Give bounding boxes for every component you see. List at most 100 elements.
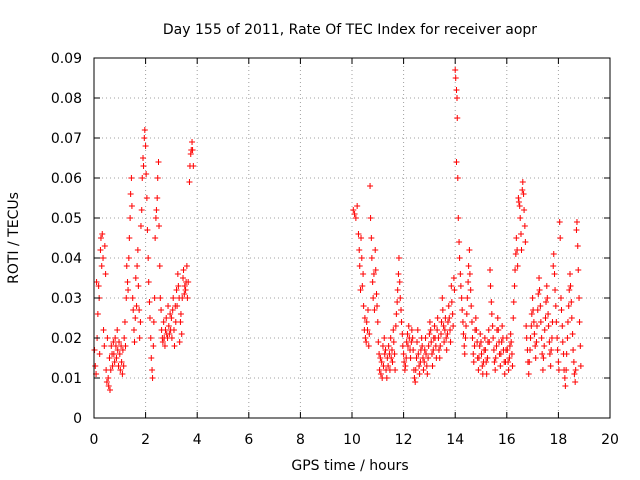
data-point	[559, 323, 566, 329]
data-point	[511, 283, 518, 289]
data-point	[517, 231, 524, 237]
data-point	[163, 315, 170, 321]
data-point	[548, 335, 555, 341]
data-point	[483, 359, 490, 365]
data-point	[149, 375, 156, 381]
data-point	[102, 271, 109, 277]
data-point	[461, 351, 468, 357]
data-point	[416, 363, 423, 369]
data-point	[566, 287, 573, 293]
data-point	[429, 363, 436, 369]
data-point	[368, 235, 375, 241]
x-tick-label: 10	[343, 432, 361, 448]
data-point	[366, 331, 373, 337]
data-point	[466, 247, 473, 253]
data-point	[130, 327, 137, 333]
data-point	[544, 295, 551, 301]
data-point	[487, 283, 494, 289]
data-point	[464, 295, 471, 301]
chart-title: Day 155 of 2011, Rate Of TEC Index for r…	[163, 22, 537, 38]
data-point	[421, 359, 428, 365]
data-point	[555, 359, 562, 365]
data-point	[512, 267, 519, 273]
data-point	[512, 251, 519, 257]
data-point	[462, 335, 469, 341]
data-point	[136, 335, 143, 341]
data-point	[171, 343, 178, 349]
data-point	[140, 155, 147, 161]
data-point	[577, 343, 584, 349]
data-point	[145, 279, 152, 285]
data-point	[506, 343, 513, 349]
data-point	[527, 347, 534, 353]
data-points	[91, 67, 584, 393]
data-point	[107, 367, 114, 373]
data-point	[404, 331, 411, 337]
data-point	[503, 335, 510, 341]
data-point	[545, 311, 552, 317]
data-point	[491, 359, 498, 365]
data-point	[443, 335, 450, 341]
data-point	[94, 311, 101, 317]
data-point	[563, 351, 570, 357]
data-point	[364, 327, 371, 333]
data-point	[133, 303, 140, 309]
data-point	[473, 327, 480, 333]
data-point	[387, 335, 394, 341]
data-point	[135, 283, 142, 289]
data-point	[159, 339, 166, 345]
data-point	[448, 299, 455, 305]
data-point	[128, 175, 135, 181]
data-point	[530, 319, 537, 325]
data-point	[170, 295, 177, 301]
data-point	[527, 335, 534, 341]
data-point	[415, 351, 422, 357]
data-point	[150, 343, 157, 349]
data-point	[494, 315, 501, 321]
data-point	[146, 315, 153, 321]
data-point	[568, 315, 575, 321]
data-point	[435, 347, 442, 353]
data-point	[521, 207, 528, 213]
data-point	[120, 363, 127, 369]
data-point	[389, 359, 396, 365]
data-point	[540, 355, 547, 361]
data-point	[357, 287, 364, 293]
data-point	[392, 323, 399, 329]
x-tick-label: 20	[601, 432, 619, 448]
data-point	[141, 135, 148, 141]
data-point	[151, 295, 158, 301]
data-point	[419, 343, 426, 349]
data-point	[114, 327, 121, 333]
data-point	[479, 363, 486, 369]
data-point	[147, 335, 154, 341]
data-point	[125, 287, 132, 293]
x-tick-label: 14	[446, 432, 464, 448]
data-point	[99, 231, 106, 237]
data-point	[576, 319, 583, 325]
data-point	[454, 95, 461, 101]
data-point	[186, 179, 193, 185]
data-point	[541, 327, 548, 333]
data-point	[559, 339, 566, 345]
data-point	[165, 323, 172, 329]
data-point	[451, 287, 458, 293]
data-point	[478, 339, 484, 345]
data-point	[551, 271, 558, 277]
data-point	[546, 351, 553, 357]
data-point	[167, 311, 174, 317]
data-point	[436, 355, 443, 361]
data-point	[112, 343, 119, 349]
data-point	[363, 339, 370, 345]
data-point	[110, 339, 117, 345]
y-tick-label: 0.05	[51, 211, 82, 227]
data-point	[103, 379, 110, 385]
data-point	[176, 339, 183, 345]
data-point	[173, 287, 180, 293]
data-point	[115, 363, 122, 369]
data-point	[358, 235, 365, 241]
x-tick-label: 4	[193, 432, 202, 448]
data-point	[459, 307, 466, 313]
data-point	[528, 311, 535, 317]
data-point	[105, 375, 112, 381]
